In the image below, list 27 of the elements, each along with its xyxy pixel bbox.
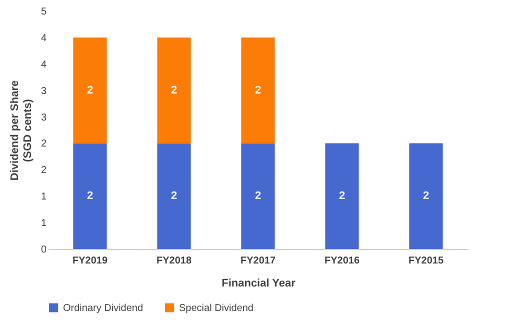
- y-axis-title: Dividend per Share (SGD cents): [8, 80, 34, 181]
- data-label: 2: [86, 190, 94, 202]
- x-tick-label: FY2017: [240, 256, 276, 266]
- data-label: 2: [254, 190, 262, 202]
- x-axis-title: Financial Year: [222, 278, 296, 290]
- y-tick-label: 5: [40, 6, 47, 18]
- x-tick-label: FY2016: [324, 256, 360, 266]
- y-tick-label: 3: [40, 86, 47, 97]
- x-tick-label: FY2019: [72, 256, 108, 266]
- data-label: 2: [86, 84, 94, 96]
- x-tick-label: FY2018: [156, 256, 192, 266]
- y-tick-label: 4: [40, 32, 47, 44]
- y-tick-label: 1: [40, 192, 47, 203]
- data-label: 2: [170, 84, 178, 96]
- y-tick-label: 2: [40, 138, 47, 150]
- y-tick-label: 2: [40, 165, 47, 176]
- y-tick-label: 4: [40, 59, 47, 70]
- y-tick-label: 3: [40, 112, 47, 124]
- y-tick-label: 0: [40, 244, 47, 256]
- data-label: 2: [422, 190, 430, 202]
- data-label: 2: [338, 190, 346, 202]
- data-label: 2: [170, 190, 178, 202]
- legend-label: Ordinary Dividend: [63, 302, 144, 314]
- data-label: 2: [254, 84, 262, 96]
- legend-label: Special Dividend: [179, 302, 254, 314]
- x-tick-label: FY2015: [408, 256, 444, 266]
- y-tick-label: 1: [40, 218, 47, 230]
